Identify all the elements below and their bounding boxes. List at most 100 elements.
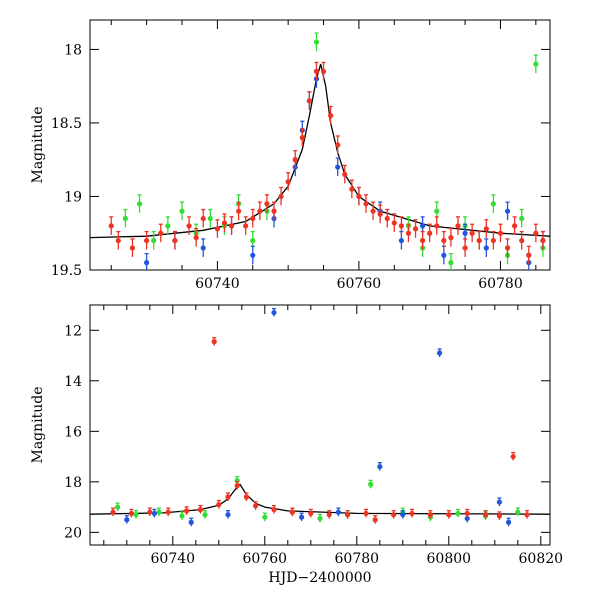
data-point bbox=[144, 237, 150, 244]
data-point bbox=[363, 510, 369, 517]
data-point bbox=[363, 201, 369, 207]
data-point bbox=[420, 223, 426, 229]
data-point bbox=[236, 208, 242, 214]
data-point bbox=[278, 193, 284, 200]
data-point bbox=[345, 512, 351, 518]
data-point bbox=[299, 135, 305, 141]
data-point bbox=[476, 237, 482, 244]
data-point bbox=[497, 230, 504, 236]
data-point bbox=[455, 223, 461, 229]
data-point bbox=[225, 512, 231, 518]
data-point bbox=[128, 510, 134, 517]
data-point bbox=[214, 226, 220, 232]
data-point bbox=[147, 509, 153, 515]
data-point bbox=[510, 453, 516, 460]
data-point bbox=[490, 201, 496, 207]
data-point bbox=[136, 201, 143, 207]
plot-frame bbox=[89, 304, 551, 546]
data-point bbox=[469, 230, 475, 236]
data-point bbox=[211, 339, 217, 345]
data-point bbox=[234, 483, 240, 489]
data-point bbox=[512, 223, 518, 229]
data-point bbox=[271, 507, 277, 513]
data-point bbox=[151, 237, 157, 244]
data-point bbox=[405, 230, 412, 236]
data-point bbox=[356, 193, 362, 200]
data-point bbox=[129, 245, 136, 251]
data-point bbox=[400, 512, 406, 518]
y-tick-label: 14 bbox=[64, 374, 82, 390]
data-point bbox=[462, 245, 468, 251]
data-point bbox=[377, 211, 383, 217]
data-point bbox=[326, 512, 332, 518]
data-point bbox=[496, 499, 502, 505]
data-point bbox=[188, 519, 194, 525]
data-point bbox=[412, 226, 419, 232]
top-panel: 60740 60760 60780 18 18.5 19 19.5 Magnitude bbox=[30, 19, 551, 292]
data-point bbox=[328, 112, 334, 119]
data-point bbox=[483, 226, 489, 232]
y-tick-label: 19.5 bbox=[51, 263, 82, 279]
data-point bbox=[158, 230, 164, 236]
data-point bbox=[372, 517, 378, 523]
data-point bbox=[434, 208, 440, 214]
data-point bbox=[250, 252, 256, 258]
data-point bbox=[200, 215, 206, 222]
data-point bbox=[313, 39, 320, 45]
data-point bbox=[519, 237, 525, 244]
data-point bbox=[250, 215, 256, 222]
data-point bbox=[515, 509, 521, 515]
data-point bbox=[243, 494, 249, 500]
data-point bbox=[124, 517, 130, 523]
x-tick-label: 60740 bbox=[151, 551, 196, 567]
data-point bbox=[250, 237, 256, 244]
data-point bbox=[216, 501, 222, 508]
data-point bbox=[335, 509, 341, 515]
data-point bbox=[306, 98, 312, 104]
data-point bbox=[308, 510, 314, 517]
plot-frame bbox=[89, 19, 551, 271]
data-point bbox=[202, 512, 208, 518]
data-point bbox=[115, 504, 121, 510]
data-point bbox=[437, 350, 443, 356]
bottom-panel: 60740 60760 60780 60800 60820 12 14 16 18 20 Magni… bbox=[30, 304, 563, 586]
data-point bbox=[257, 208, 263, 214]
data-point bbox=[506, 519, 512, 525]
data-point bbox=[533, 61, 539, 67]
y-tick-label: 19 bbox=[64, 189, 82, 205]
x-tick-label: 60760 bbox=[337, 276, 382, 292]
data-point bbox=[370, 208, 376, 214]
data-point bbox=[504, 208, 511, 214]
data-point bbox=[207, 215, 213, 222]
data-point bbox=[225, 494, 231, 500]
data-point bbox=[384, 215, 390, 222]
data-point bbox=[524, 512, 530, 518]
y-tick-label: 18 bbox=[64, 42, 82, 58]
data-point bbox=[462, 230, 468, 236]
x-axis-label: HJD−2400000 bbox=[268, 570, 371, 586]
data-point bbox=[464, 515, 470, 522]
y-tick-label: 16 bbox=[64, 424, 82, 440]
y-tick-label: 18.5 bbox=[51, 116, 82, 132]
data-point bbox=[313, 68, 320, 75]
data-point bbox=[172, 237, 178, 244]
data-point bbox=[335, 164, 341, 170]
x-tick-label: 60780 bbox=[335, 551, 380, 567]
x-tick-label: 60780 bbox=[478, 276, 523, 292]
data-point bbox=[228, 223, 235, 229]
data-point bbox=[464, 510, 470, 517]
data-point bbox=[455, 510, 461, 517]
data-point bbox=[165, 223, 171, 229]
data-point bbox=[243, 223, 249, 229]
data-point bbox=[533, 230, 539, 236]
data-point bbox=[299, 514, 305, 520]
data-point bbox=[409, 510, 415, 517]
data-point bbox=[179, 208, 185, 214]
y-tick-label: 18 bbox=[64, 475, 82, 491]
data-point bbox=[342, 171, 348, 178]
data-point bbox=[441, 252, 447, 258]
data-point bbox=[504, 245, 511, 251]
data-point bbox=[151, 510, 157, 517]
data-point bbox=[110, 509, 116, 515]
